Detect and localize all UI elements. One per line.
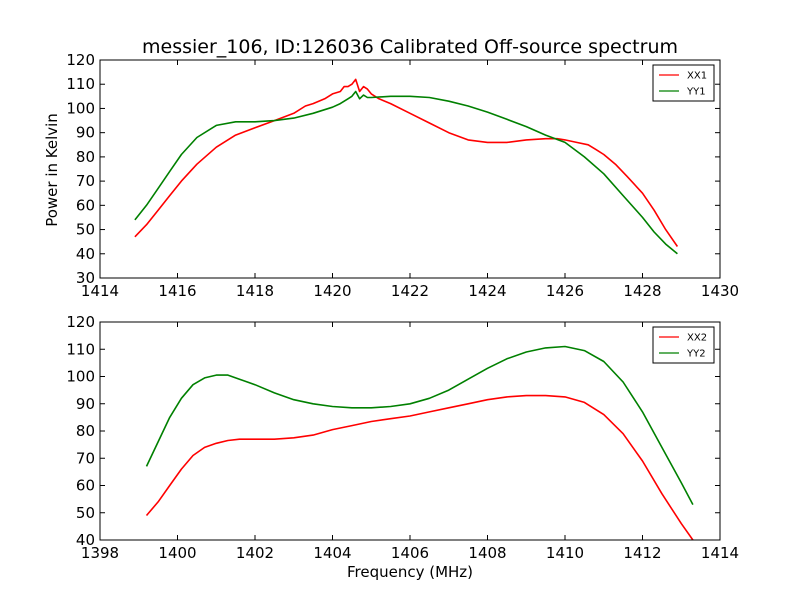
x-tick-label: 1422 [391, 282, 429, 300]
x-tick-label: 1418 [236, 282, 274, 300]
series-line-yy1 [134, 90, 678, 255]
x-tick-label: 1428 [623, 282, 661, 300]
y-tick-label: 30 [76, 269, 95, 287]
x-tick-label: 1400 [158, 544, 196, 562]
y-tick-label: 70 [76, 172, 95, 190]
y-tick-label: 90 [76, 124, 95, 142]
legend-label-yy1: YY1 [686, 87, 706, 98]
y-tick-label: 60 [76, 477, 95, 495]
plot-frame [99, 321, 721, 541]
legend-box [652, 326, 715, 364]
legend-label-xx1: XX1 [687, 71, 707, 82]
x-axis-label: Frequency (MHz) [347, 563, 473, 581]
y-axis-label: Power in Kelvin [43, 113, 61, 227]
y-tick-label: 70 [76, 449, 95, 467]
y-tick-label: 120 [66, 313, 95, 331]
x-tick-label: 1414 [81, 282, 119, 300]
y-tick-label: 40 [76, 245, 95, 263]
bottom-spectrum-panel: 1398 1400 1402 1404 1406 1408 1410 1412 1414 40 50… [66, 313, 739, 562]
y-tick-label: 110 [66, 340, 95, 358]
y-tick-label: 60 [76, 196, 95, 214]
x-tick-label: 1410 [546, 544, 584, 562]
x-tick-label: 1398 [81, 544, 119, 562]
x-tick-label: 1420 [313, 282, 351, 300]
y-tick-label: 80 [76, 148, 95, 166]
series-line-xx2 [145, 394, 694, 541]
x-tick-label: 1412 [623, 544, 661, 562]
y-tick-label: 40 [76, 531, 95, 549]
series-line-yy2 [145, 345, 694, 505]
y-tick-label: 50 [76, 504, 95, 522]
y-tick-label: 80 [76, 422, 95, 440]
x-tick-label: 1402 [236, 544, 274, 562]
x-tick-label: 1414 [701, 544, 739, 562]
x-tick-label: 1406 [391, 544, 429, 562]
y-tick-label: 100 [66, 368, 95, 386]
y-tick-label: 100 [66, 99, 95, 117]
top-spectrum-panel: 1414 1416 1418 1420 1422 1424 1426 1428 1430 30 40… [66, 51, 739, 300]
y-tick-label: 90 [76, 395, 95, 413]
y-tick-label: 110 [66, 75, 95, 93]
y-tick-label: 120 [66, 51, 95, 69]
figure-title: messier_106, ID:126036 Calibrated Off-so… [142, 36, 678, 58]
x-tick-label: 1430 [701, 282, 739, 300]
x-tick-label: 1416 [158, 282, 196, 300]
y-tick-label: 50 [76, 221, 95, 239]
x-tick-label: 1404 [313, 544, 351, 562]
x-tick-label: 1424 [468, 282, 506, 300]
series-line-xx1 [134, 78, 679, 247]
x-tick-label: 1408 [468, 544, 506, 562]
x-tick-label: 1426 [546, 282, 584, 300]
legend-box [652, 64, 715, 102]
legend-label-xx2: XX2 [687, 333, 707, 344]
legend-label-yy2: YY2 [686, 349, 706, 360]
